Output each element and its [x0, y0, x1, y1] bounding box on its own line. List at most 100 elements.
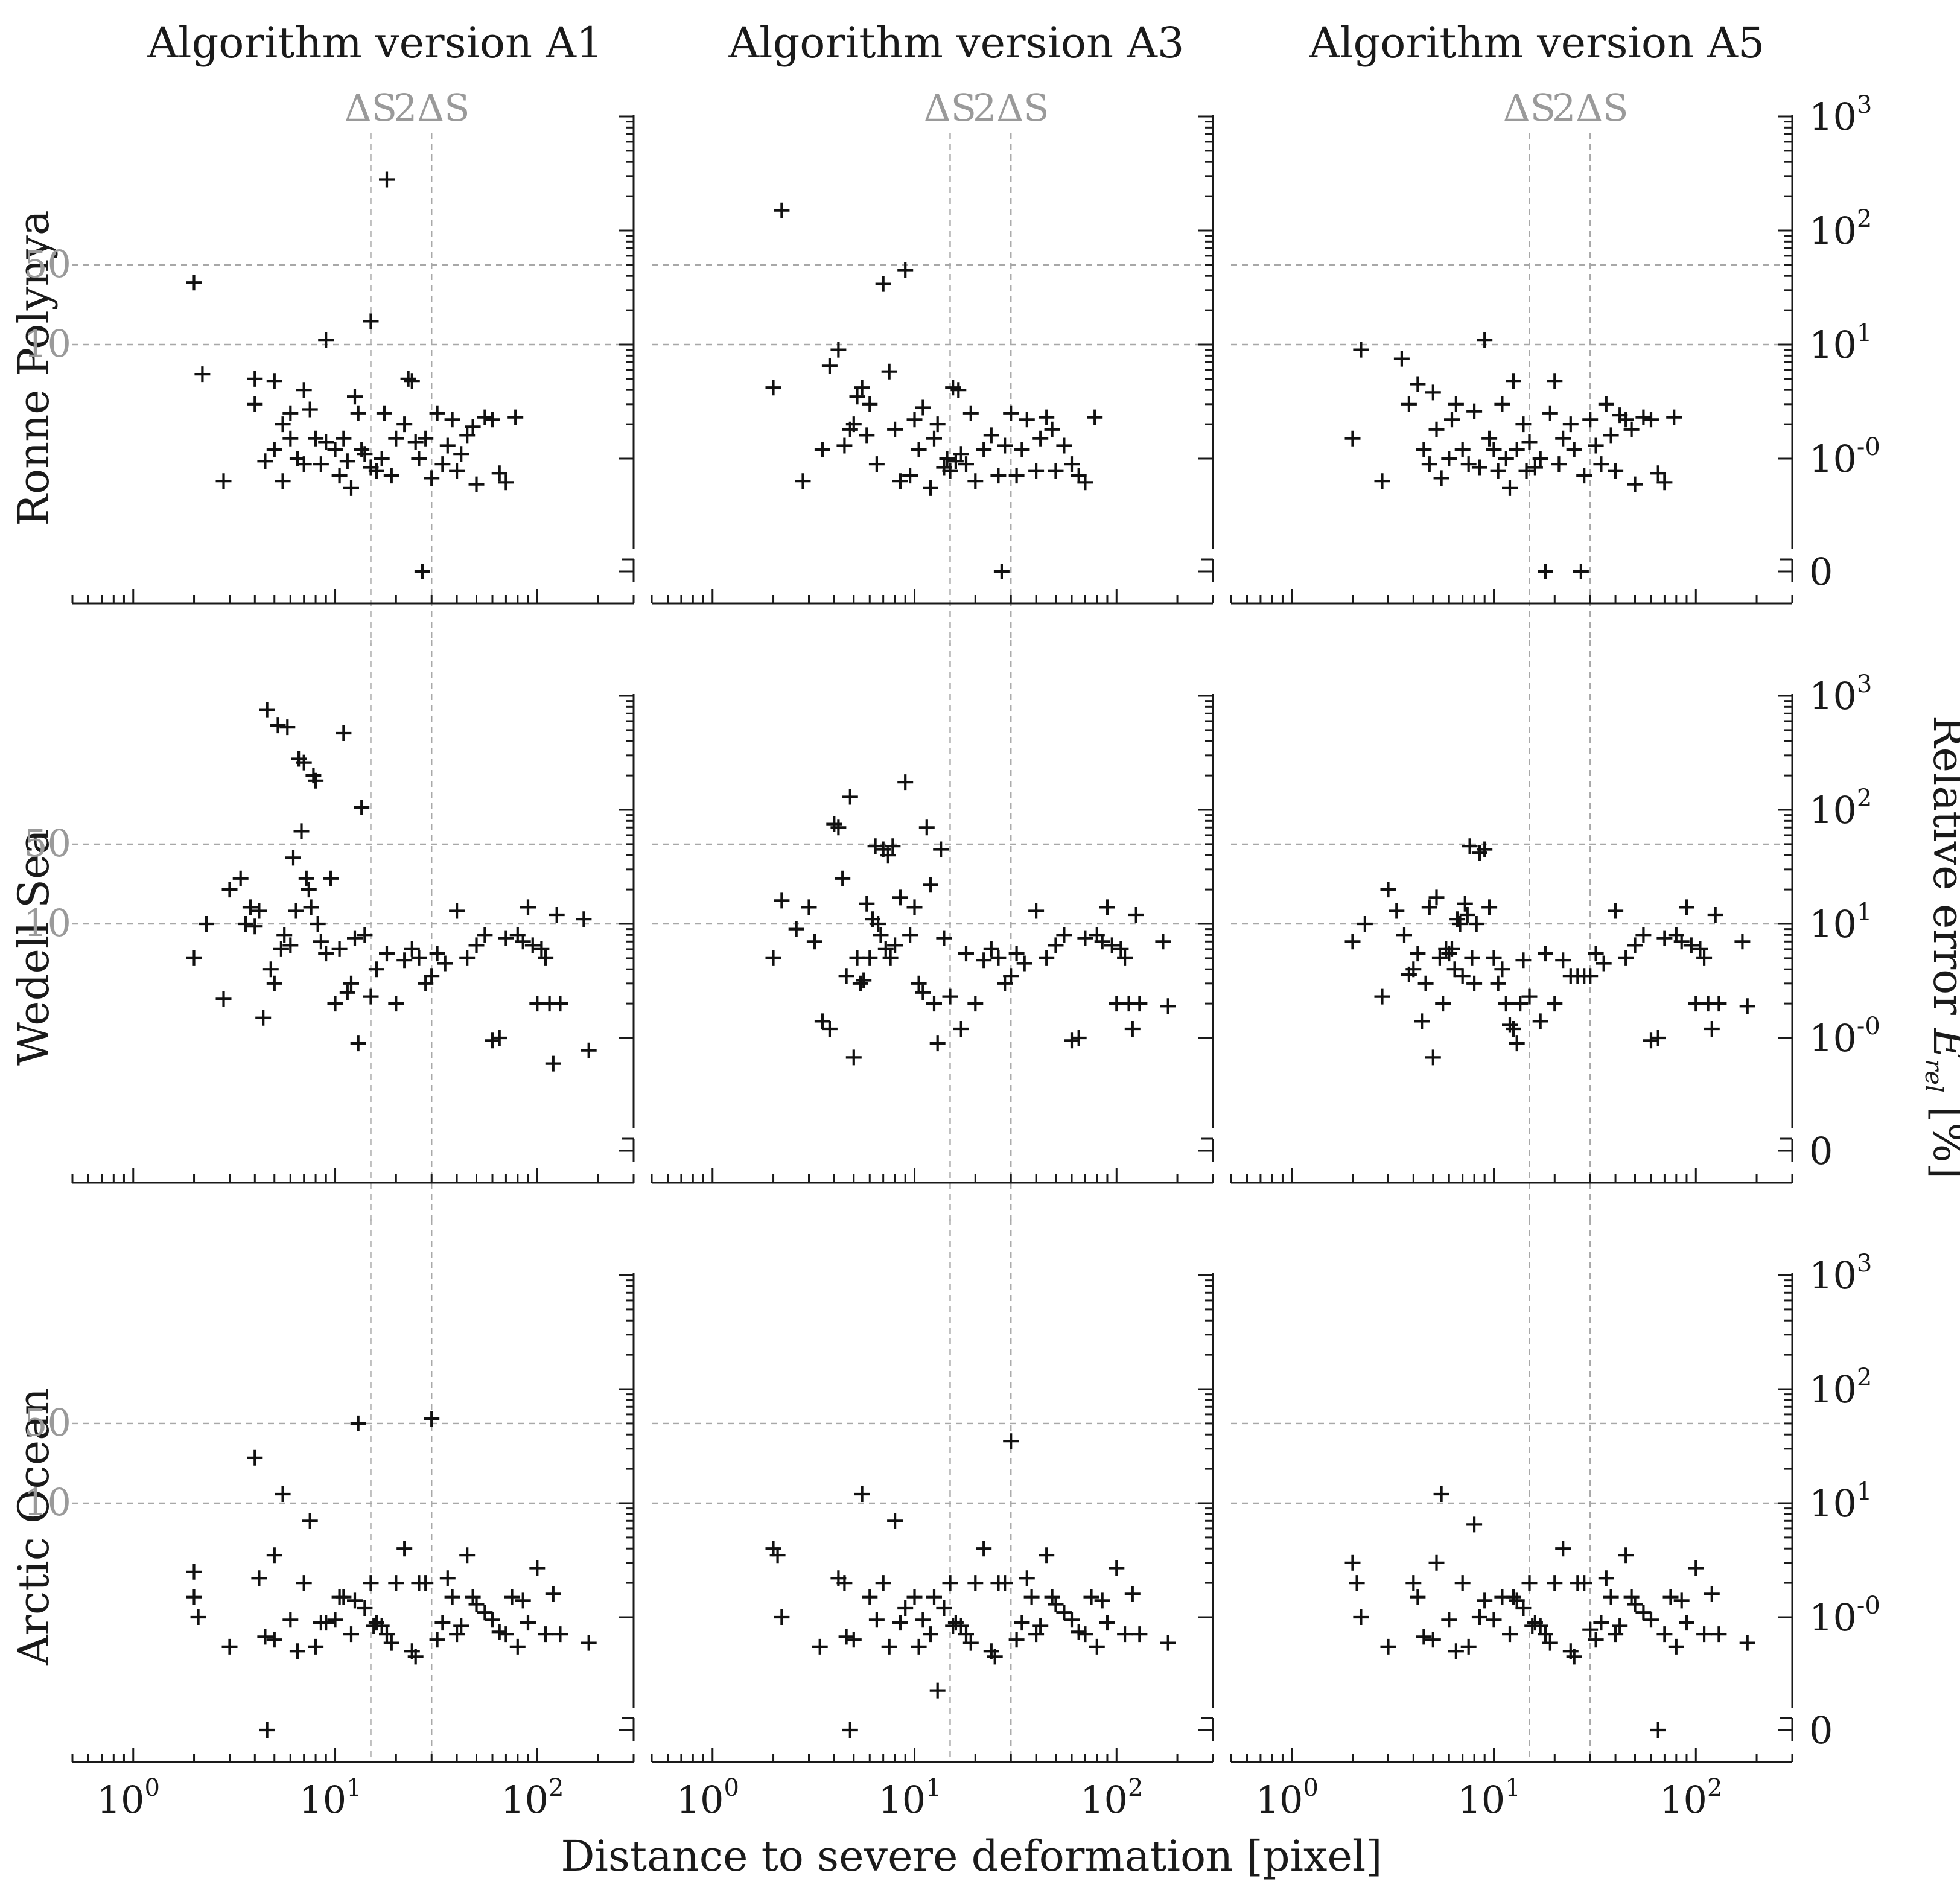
data-point	[418, 430, 434, 447]
data-point	[1410, 376, 1426, 392]
data-point	[1588, 946, 1604, 962]
data-point	[1421, 456, 1437, 472]
data-point	[232, 870, 249, 886]
data-point	[1555, 1541, 1571, 1557]
data-point	[1462, 838, 1478, 854]
data-point	[1425, 1049, 1441, 1066]
data-point	[247, 918, 263, 935]
y-tick-label: 0	[1809, 1129, 1833, 1173]
data-point	[1113, 941, 1129, 957]
data-point	[1448, 396, 1464, 412]
ref-label: ΔS	[345, 86, 397, 130]
data-point	[303, 899, 319, 915]
data-point	[1023, 1589, 1040, 1605]
data-point	[1608, 1626, 1624, 1643]
data-point	[1099, 1615, 1115, 1631]
data-point	[374, 451, 390, 466]
data-point	[1582, 1621, 1599, 1638]
data-point	[520, 899, 536, 915]
data-point	[1618, 1547, 1634, 1564]
data-point	[1656, 474, 1673, 491]
x-tick-label: 100	[1256, 1774, 1319, 1822]
data-point	[1071, 1030, 1087, 1046]
data-point	[186, 950, 202, 966]
data-point	[906, 412, 923, 428]
data-point	[1627, 476, 1643, 492]
data-point	[266, 442, 282, 457]
data-point	[887, 1513, 903, 1529]
data-point	[868, 1612, 885, 1628]
data-point	[1048, 463, 1064, 479]
data-point	[821, 1021, 838, 1037]
data-point	[1416, 442, 1432, 457]
data-point	[993, 564, 1010, 579]
data-point	[1608, 903, 1624, 919]
data-point	[1131, 1626, 1148, 1643]
data-point	[414, 564, 430, 579]
data-point	[1518, 463, 1535, 479]
data-point	[1048, 1596, 1064, 1612]
data-point	[396, 952, 413, 969]
data-point	[1014, 1615, 1030, 1631]
data-point	[1650, 1722, 1666, 1738]
data-point	[868, 456, 885, 472]
y-tick-label: 103	[1809, 91, 1872, 139]
data-point	[1083, 1589, 1099, 1605]
y-axis-label-text: Relative error	[1924, 716, 1960, 1015]
data-point	[1498, 451, 1514, 466]
data-point	[279, 719, 296, 736]
data-point	[774, 1609, 790, 1625]
data-point	[1104, 937, 1120, 953]
data-point	[892, 1615, 908, 1631]
data-point	[845, 1632, 862, 1648]
data-point	[288, 903, 304, 919]
data-point	[1635, 927, 1652, 943]
data-point	[918, 819, 935, 836]
data-point	[862, 950, 878, 966]
data-point	[854, 1486, 870, 1502]
data-point	[1739, 1635, 1755, 1651]
data-point	[870, 916, 886, 932]
x-tick-label: 100	[97, 1774, 160, 1822]
panel-r2-c1: 100 101 102	[651, 1219, 1214, 1822]
data-point	[1344, 1554, 1361, 1571]
data-point	[255, 1010, 272, 1026]
data-point	[906, 899, 923, 915]
data-point	[897, 262, 914, 278]
data-point	[1673, 934, 1690, 950]
data-point	[842, 1722, 858, 1738]
data-point	[1521, 434, 1538, 450]
data-point	[363, 1575, 379, 1591]
data-point	[845, 416, 862, 433]
data-point	[1117, 950, 1133, 966]
data-point	[774, 202, 790, 218]
data-point	[186, 275, 202, 291]
data-point	[1003, 968, 1019, 984]
data-point	[429, 946, 445, 962]
data-point	[875, 276, 891, 292]
y-axis-label-subscript: rel	[1920, 1059, 1947, 1093]
data-point	[282, 937, 299, 953]
data-point	[468, 1596, 485, 1612]
data-point	[1486, 950, 1502, 966]
data-point	[958, 456, 974, 472]
data-point	[1428, 889, 1445, 906]
data-point	[215, 473, 232, 489]
data-point	[1393, 351, 1410, 367]
data-point	[434, 1615, 451, 1631]
data-point	[1650, 1030, 1666, 1046]
data-point	[186, 1564, 202, 1580]
ref-label: ΔS	[1503, 86, 1556, 130]
y-tick-label: 10-0	[1809, 433, 1880, 481]
data-point	[942, 463, 958, 479]
data-point	[1588, 1632, 1604, 1648]
data-point	[774, 892, 790, 909]
data-point	[1486, 1612, 1502, 1628]
data-point	[296, 754, 312, 771]
data-point	[1555, 952, 1571, 969]
data-point	[1466, 403, 1483, 419]
data-point	[581, 1635, 597, 1651]
data-point	[926, 430, 942, 447]
data-point	[1454, 968, 1471, 984]
